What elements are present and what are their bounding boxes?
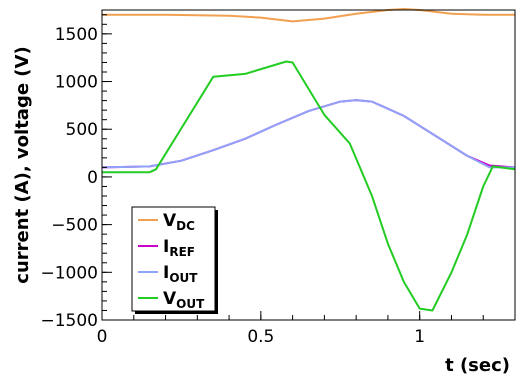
series-line-v-dc bbox=[102, 8, 515, 23]
series-line-v-out bbox=[102, 60, 516, 312]
y-tick-label: 1000 bbox=[55, 73, 98, 93]
x-tick-label: 1 bbox=[414, 327, 425, 347]
ticks: 0 0.5 1 −1500 −1000 −500 0 500 1000 1500 bbox=[40, 14, 516, 347]
plot-lines bbox=[101, 8, 516, 312]
y-tick-label: −1500 bbox=[40, 311, 98, 331]
legend-box bbox=[131, 206, 216, 312]
x-axis-title: t (sec) bbox=[445, 355, 510, 376]
y-tick-label: 0 bbox=[87, 168, 98, 188]
y-tick-label: −1000 bbox=[40, 263, 98, 283]
plot-frame bbox=[101, 9, 516, 321]
y-tick-label: 500 bbox=[66, 120, 98, 140]
x-tick-label: 0.5 bbox=[247, 327, 274, 347]
y-tick-label: −500 bbox=[51, 216, 98, 236]
y-tick-label: 1500 bbox=[55, 25, 98, 45]
x-tick-label: 0 bbox=[97, 327, 108, 347]
y-axis-title: current (A), voltage (V) bbox=[12, 46, 33, 283]
series-line-i-out bbox=[101, 99, 515, 169]
